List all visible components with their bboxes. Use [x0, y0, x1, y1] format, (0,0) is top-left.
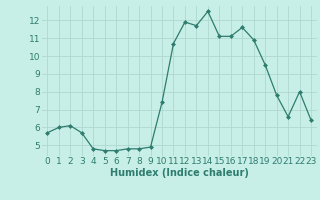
- X-axis label: Humidex (Indice chaleur): Humidex (Indice chaleur): [110, 168, 249, 178]
